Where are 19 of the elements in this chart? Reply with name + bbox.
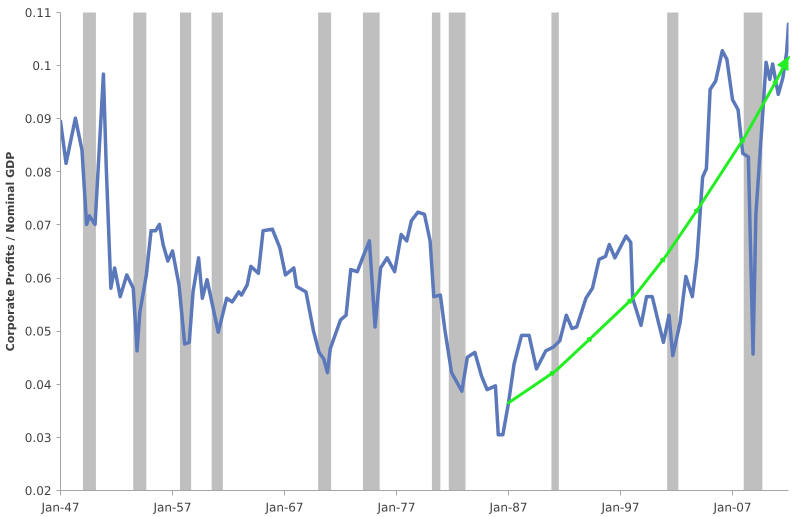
x-tick-label: Jan-97 (600, 500, 640, 514)
x-tick-label: Jan-77 (376, 500, 416, 514)
y-tick-label: 0.07 (24, 218, 52, 232)
y-tick-label: 0.11 (24, 6, 52, 20)
x-tick-label: Jan-67 (264, 500, 304, 514)
y-axis-title: Corporate Profits / Nominal GDP (4, 152, 17, 352)
y-tick-label: 0.04 (24, 378, 52, 392)
x-tick-label: Jan-87 (488, 500, 528, 514)
y-tick-label: 0.09 (24, 112, 52, 126)
y-tick-label: 0.03 (24, 430, 52, 445)
y-tick-label: 0.06 (24, 272, 52, 286)
y-tick-label: 0.02 (24, 484, 52, 498)
line-series (60, 22, 788, 436)
y-tick-label: 0.1 (32, 59, 52, 74)
x-tick-label: Jan-57 (152, 500, 192, 514)
y-tick-label: 0.05 (24, 324, 52, 339)
x-tick-label: Jan-47 (40, 500, 80, 514)
x-tick-label: Jan-07 (712, 500, 752, 514)
y-tick-label: 0.08 (24, 165, 52, 180)
